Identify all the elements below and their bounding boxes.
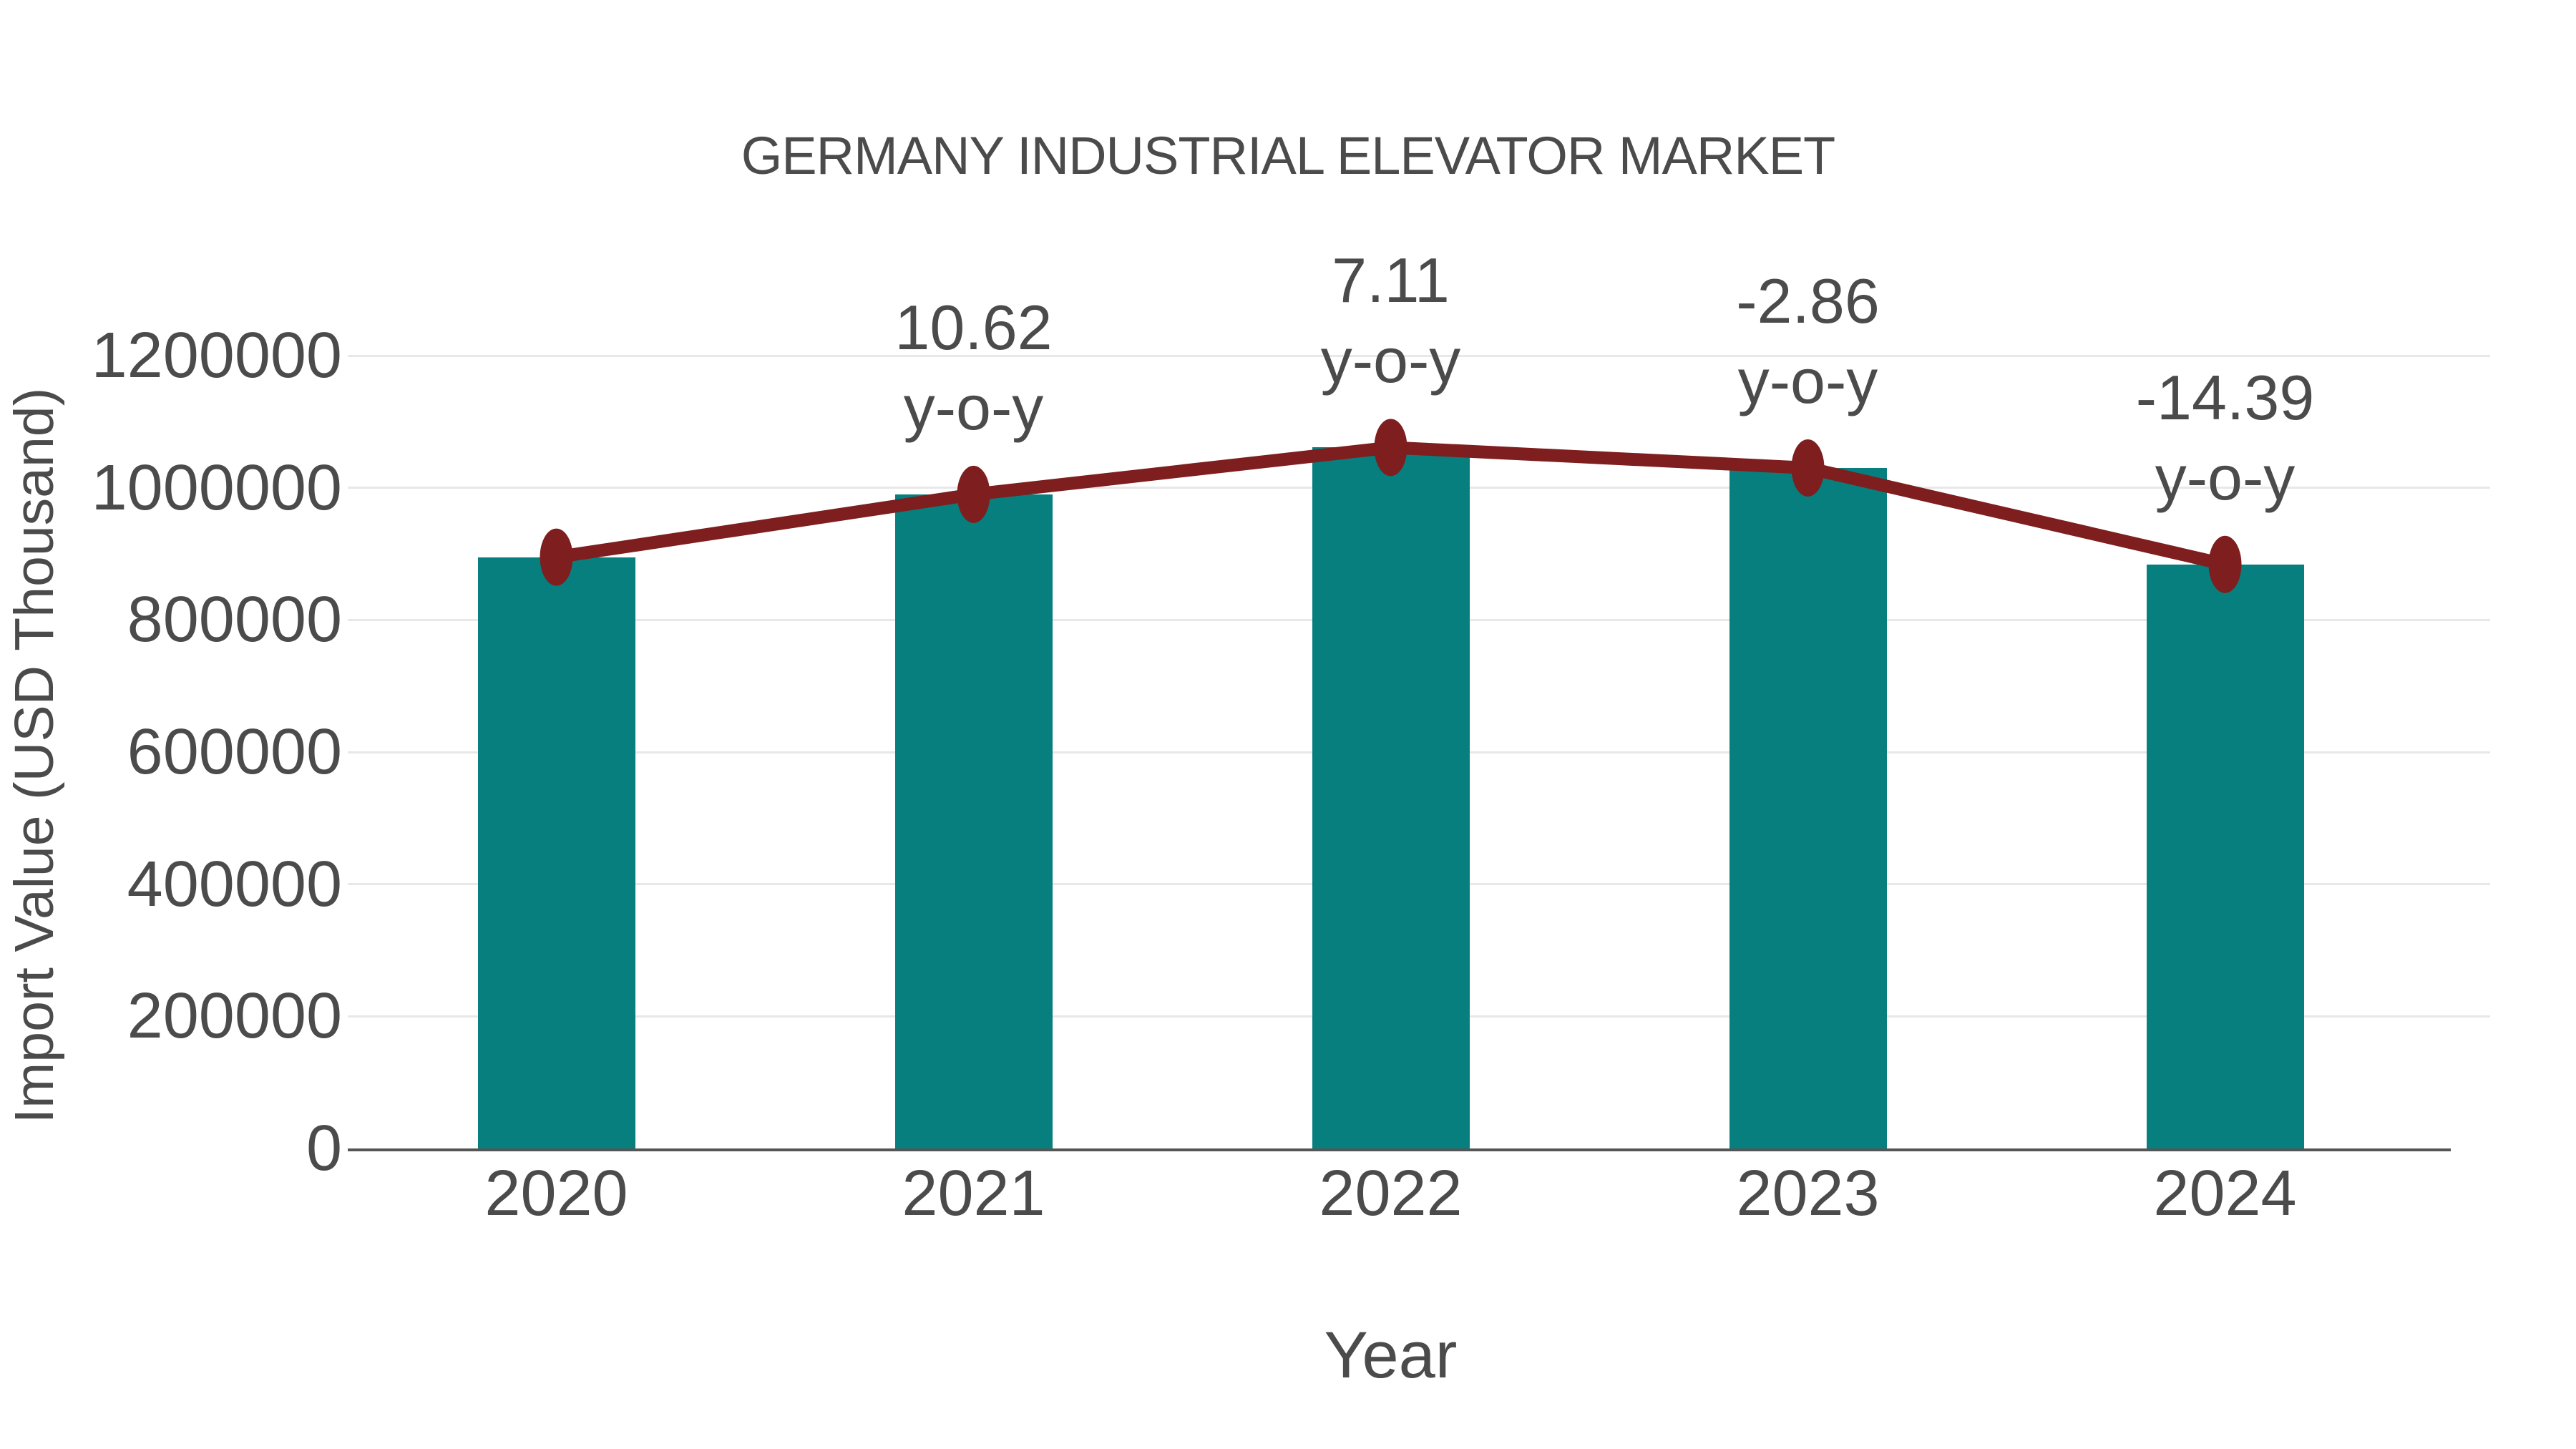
bar-2023	[1729, 467, 1887, 1148]
yoy-marker-2024	[2208, 535, 2242, 593]
bar-2021	[894, 494, 1053, 1148]
annotation-2021: 10.62 y-o-y	[723, 288, 1224, 448]
bar-2020	[477, 557, 635, 1148]
annotation-value: 7.11	[1332, 245, 1450, 316]
annotation-2022: 7.11 y-o-y	[1141, 240, 1641, 401]
x-tick-label-2023: 2023	[1736, 1158, 1880, 1229]
annotation-2024: -14.39 y-o-y	[1975, 358, 2476, 518]
y-tick-label-1000000: 1000000	[91, 452, 342, 524]
annotation-value: -2.86	[1736, 265, 1880, 336]
annotation-suffix: y-o-y	[1737, 345, 1878, 416]
yoy-marker-2021	[957, 465, 990, 523]
annotation-suffix: y-o-y	[903, 371, 1044, 443]
x-tick-label-2024: 2024	[2153, 1158, 2297, 1229]
y-tick-label-600000: 600000	[127, 716, 342, 788]
x-tick-label-2022: 2022	[1319, 1158, 1463, 1229]
y-tick-label-0: 0	[306, 1113, 342, 1184]
bar-2022	[1312, 447, 1470, 1148]
annotation-2023: -2.86 y-o-y	[1558, 261, 2059, 421]
annotation-suffix: y-o-y	[1320, 325, 1461, 396]
y-tick-label-800000: 800000	[127, 584, 342, 656]
chart-title: GERMANY INDUSTRIAL ELEVATOR MARKET	[741, 126, 1836, 185]
x-axis-line	[348, 1148, 2451, 1151]
x-tick-label-2021: 2021	[902, 1158, 1045, 1229]
annotation-value: -14.39	[2135, 361, 2315, 433]
bar-2024	[2146, 564, 2304, 1148]
x-tick-label-2020: 2020	[484, 1158, 628, 1229]
gridline-1200000	[348, 354, 2490, 357]
yoy-marker-2020	[540, 528, 573, 586]
x-axis-title: Year	[1324, 1319, 1458, 1392]
yoy-marker-2023	[1791, 439, 1825, 497]
annotation-value: 10.62	[894, 291, 1053, 363]
y-tick-label-200000: 200000	[127, 980, 342, 1053]
yoy-marker-2022	[1374, 419, 1407, 477]
y-tick-label-1200000: 1200000	[91, 320, 342, 391]
y-tick-label-400000: 400000	[127, 848, 342, 920]
annotation-suffix: y-o-y	[2155, 441, 2296, 513]
